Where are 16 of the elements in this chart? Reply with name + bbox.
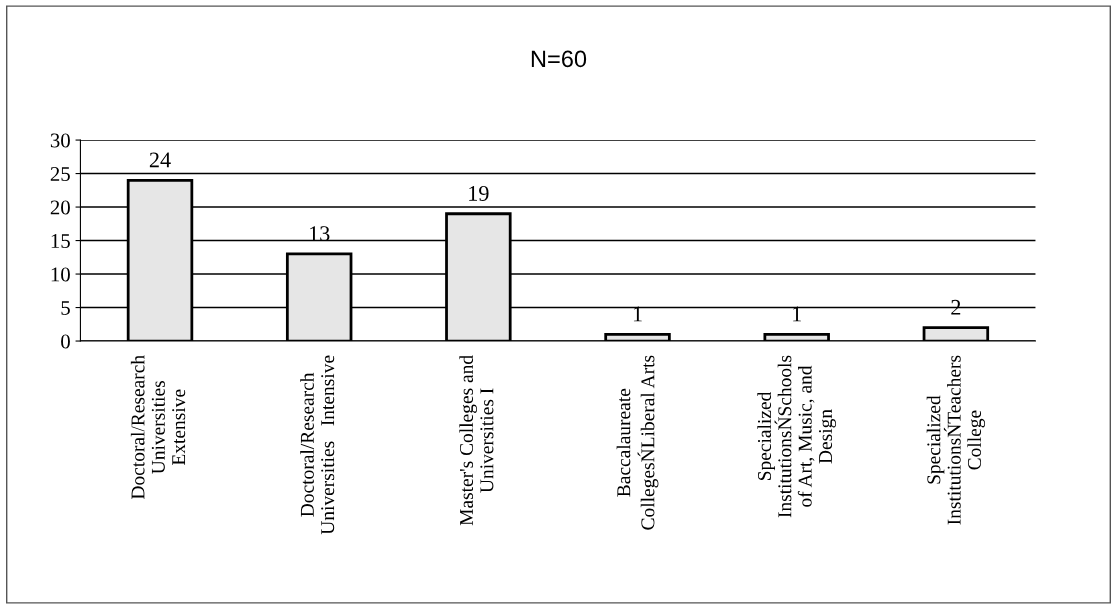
x-tick-label: Doctoral/Research Universities Intensive [300,355,335,535]
y-tick-label: 5 [61,301,70,315]
data-label: 24 [149,152,171,168]
x-tick-label: Baccalaureate CollegesŃLiberal Arts [616,355,659,530]
x-tick-label: Doctoral/Research Universities Extensive [130,355,186,500]
x-tick-label: Specialized InstitutionsŃSchools of Art, Music, and Design [757,355,837,518]
y-tick-label: 10 [51,267,70,282]
chart-title: N=60 [531,50,587,68]
y-tick-label: 25 [50,167,70,181]
x-tick-label: Specialized InstitutionsŃTeachers College [926,355,986,525]
data-label: 19 [469,185,489,201]
y-tick-label: 20 [50,200,70,215]
x-tick-label: Master's Colleges and Universities I [459,355,494,526]
y-tick-label: 30 [50,133,70,148]
y-tick-label: 15 [51,234,70,248]
y-tick-label: 0 [61,334,70,349]
